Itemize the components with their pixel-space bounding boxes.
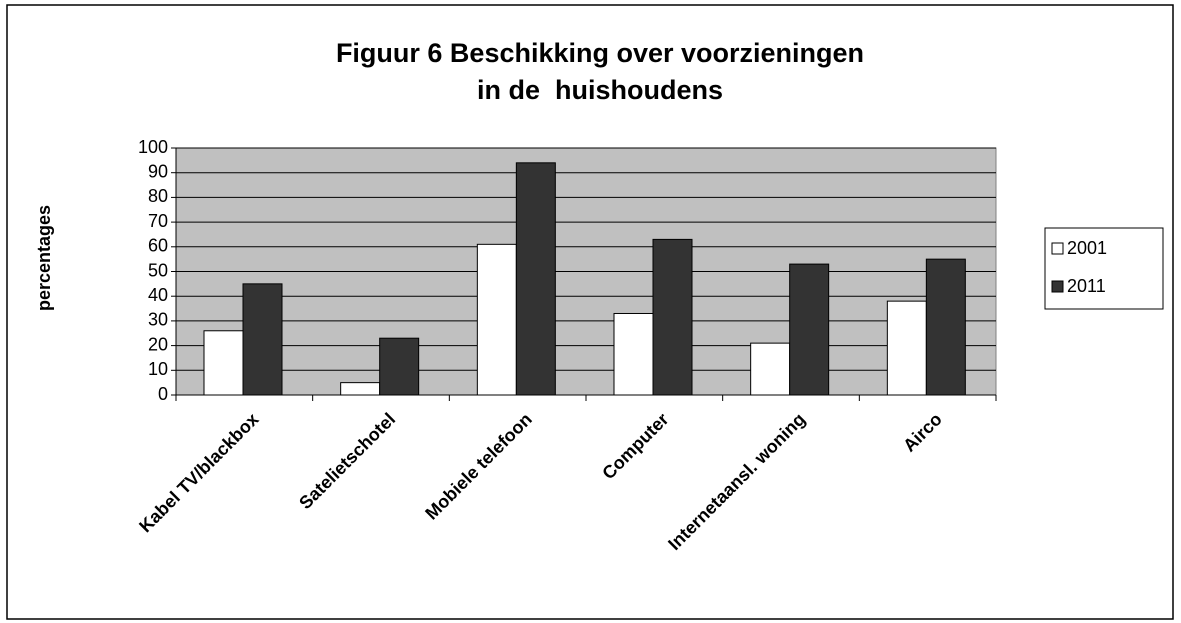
bar bbox=[925, 258, 966, 396]
y-tick-label: 80 bbox=[148, 186, 168, 206]
bar bbox=[242, 283, 283, 396]
bar bbox=[515, 162, 556, 396]
bar bbox=[476, 243, 517, 396]
legend-label: 2011 bbox=[1067, 276, 1106, 296]
bar bbox=[613, 312, 654, 396]
y-tick-label: 60 bbox=[148, 236, 168, 256]
y-tick-label: 90 bbox=[148, 161, 168, 181]
legend-swatch bbox=[1051, 280, 1064, 293]
y-tick-label: 50 bbox=[148, 260, 168, 280]
bar bbox=[340, 382, 381, 396]
legend bbox=[1044, 227, 1164, 310]
bar bbox=[886, 300, 927, 396]
y-tick-label: 20 bbox=[148, 334, 168, 354]
y-tick-label: 40 bbox=[148, 285, 168, 305]
y-tick-label: 0 bbox=[158, 384, 168, 404]
y-tick-label: 30 bbox=[148, 310, 168, 330]
chart-title: in de huishoudens bbox=[477, 75, 723, 105]
chart-title: Figuur 6 Beschikking over voorzieningen bbox=[336, 38, 864, 68]
y-tick-label: 70 bbox=[148, 211, 168, 231]
bar bbox=[750, 342, 791, 396]
y-tick-label: 10 bbox=[148, 359, 168, 379]
y-axis-label: percentages bbox=[34, 205, 54, 311]
y-tick-label: 100 bbox=[138, 137, 168, 157]
bar bbox=[789, 263, 830, 396]
bar bbox=[379, 337, 420, 396]
bar bbox=[652, 238, 693, 396]
bar bbox=[203, 330, 244, 396]
legend-label: 2001 bbox=[1067, 238, 1107, 258]
legend-swatch bbox=[1051, 242, 1064, 255]
